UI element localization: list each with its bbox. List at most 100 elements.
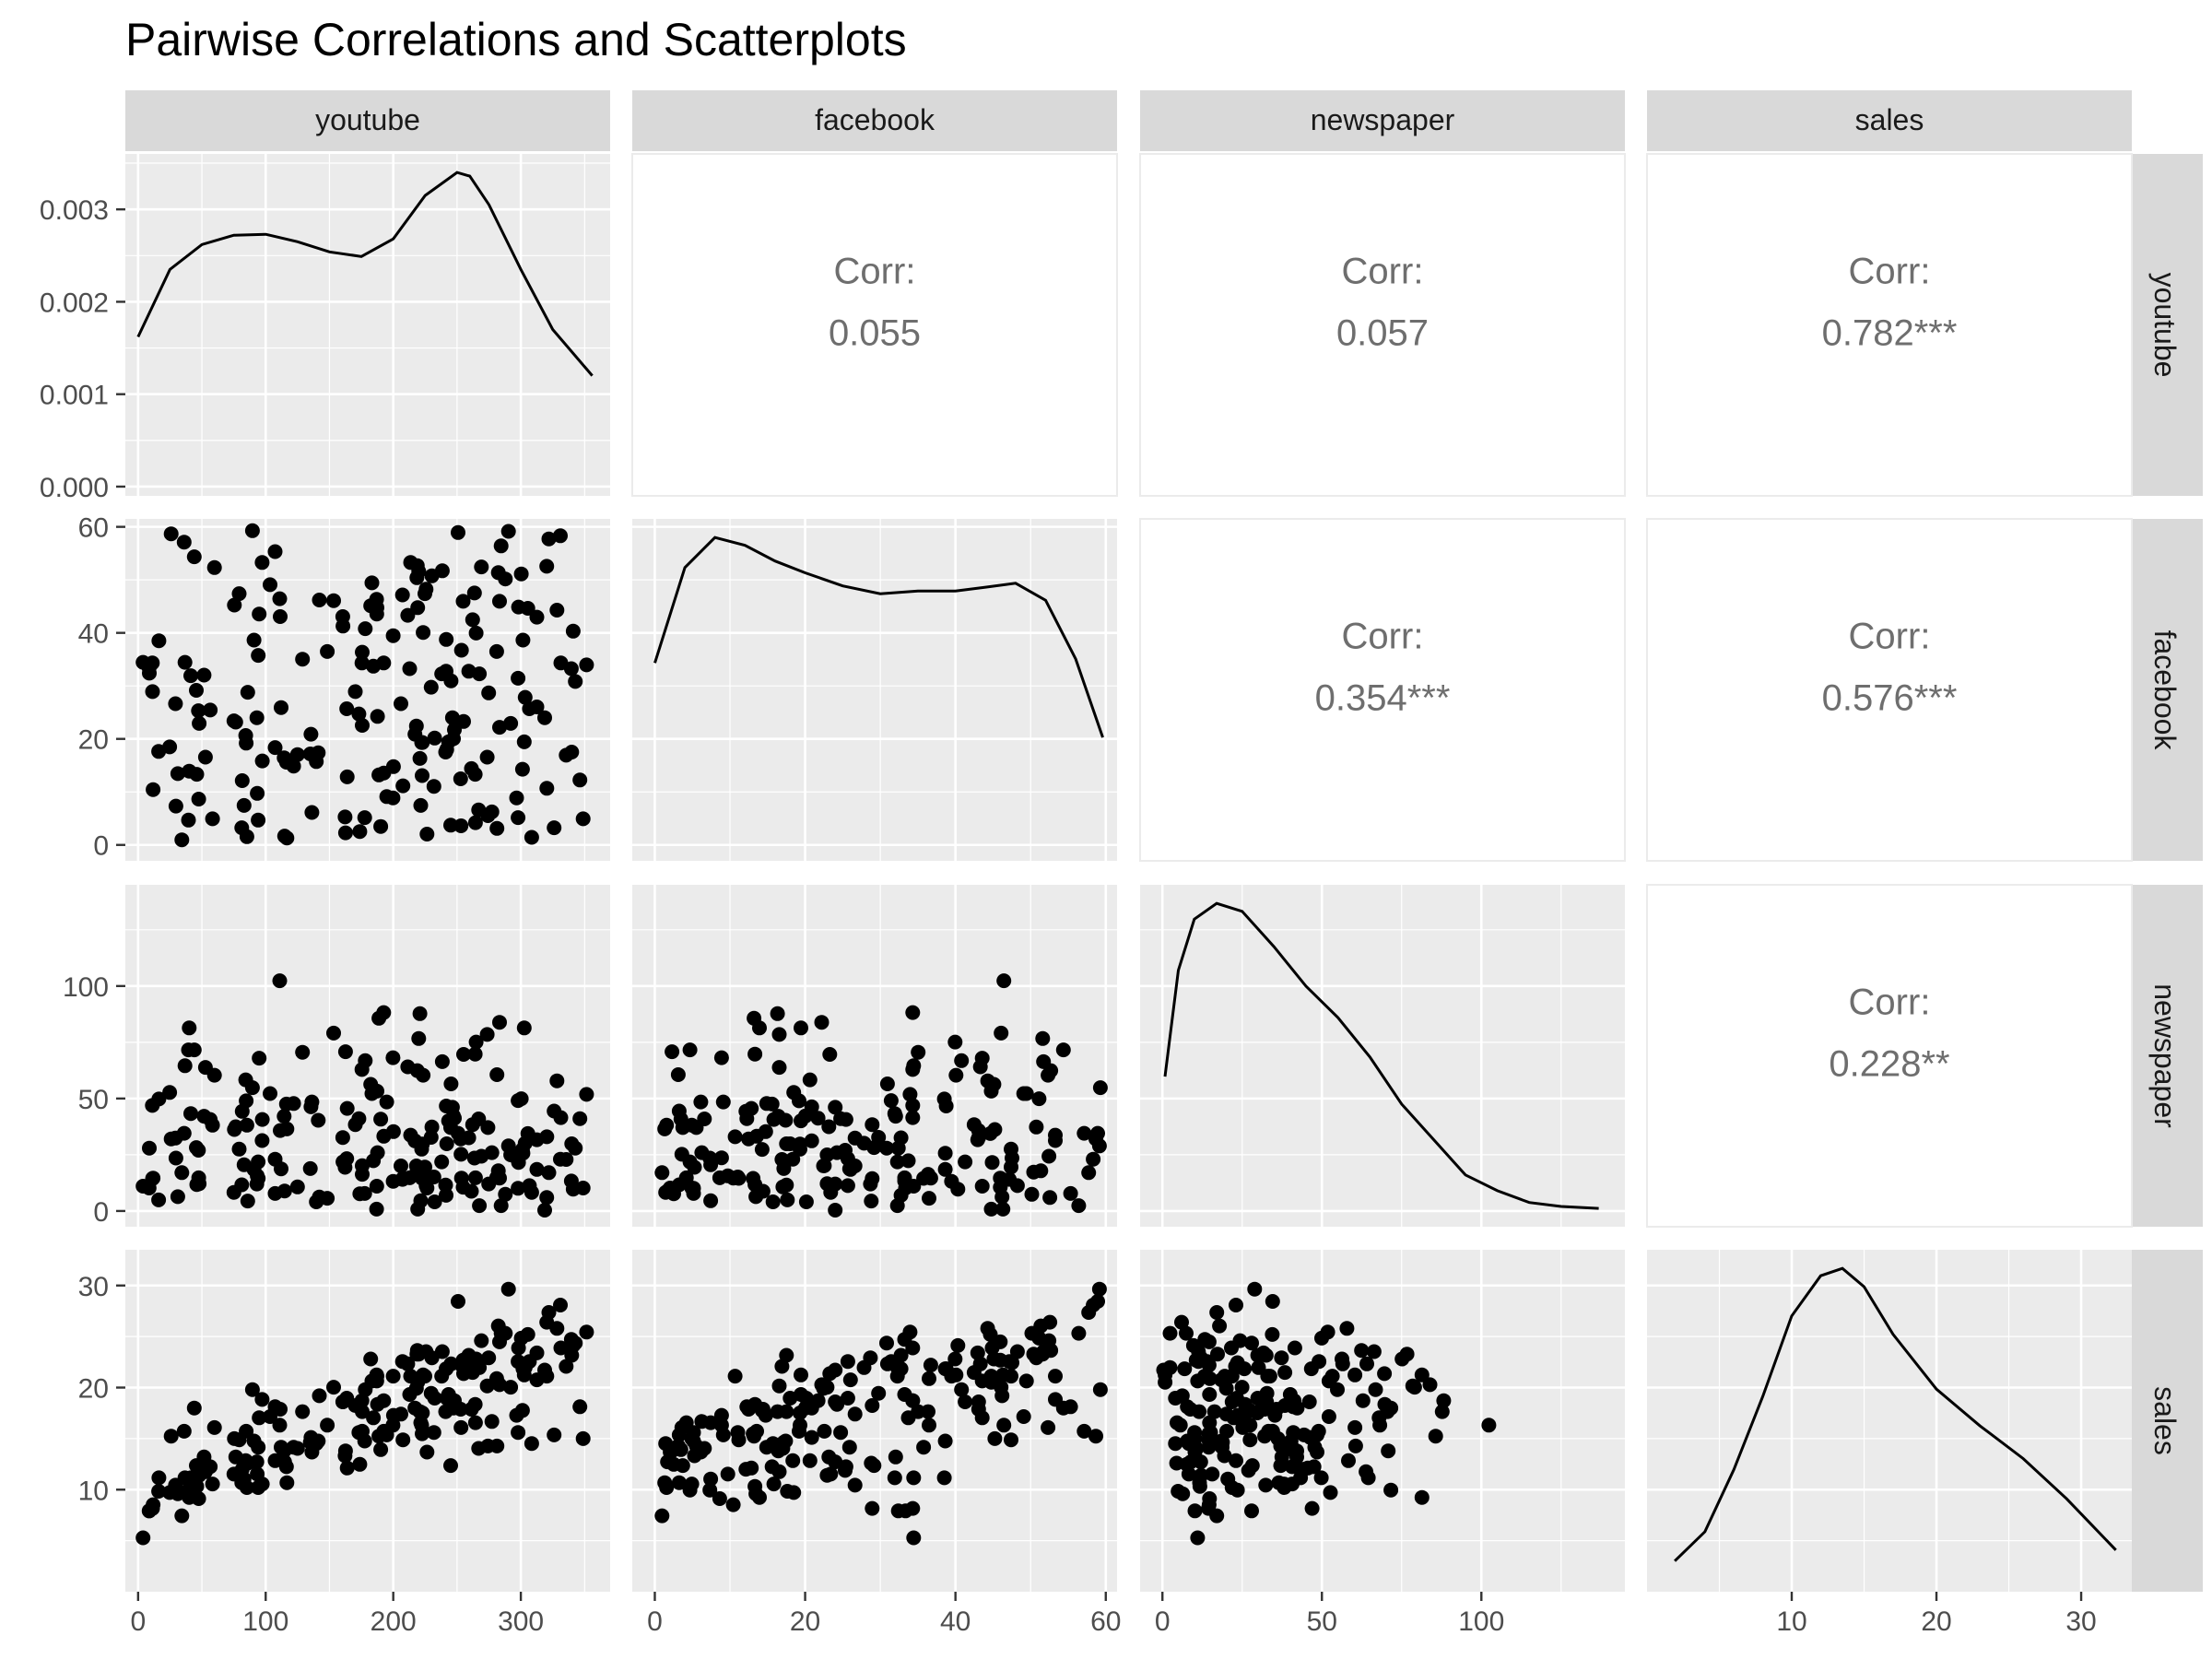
strip-top-youtube: [125, 90, 610, 151]
scatter-point: [1042, 1190, 1058, 1206]
scatter-point: [1244, 1458, 1260, 1474]
scatter-point: [246, 1433, 262, 1449]
scatter-point: [337, 825, 353, 841]
scatter-point: [1081, 1165, 1097, 1181]
scatter-point: [267, 1453, 283, 1468]
scatter-point: [715, 1094, 731, 1110]
scatter-point: [511, 1425, 526, 1441]
scatter-point: [511, 1340, 526, 1356]
scatter-point: [1335, 1356, 1350, 1371]
scatter-point: [1009, 1344, 1025, 1359]
strip-right-facebook: [2129, 519, 2203, 861]
scatter-point: [498, 1186, 513, 1202]
scatter-point: [1048, 1369, 1063, 1384]
scatter-point: [373, 1441, 389, 1457]
scatter-point: [821, 1119, 837, 1135]
scatter-point: [408, 1381, 424, 1396]
scatter-point: [1394, 1351, 1410, 1367]
scatter-point: [481, 685, 497, 700]
scatter-point: [1254, 1392, 1270, 1407]
scatter-point: [203, 1459, 218, 1475]
scatter-point: [286, 759, 301, 774]
scatter-point: [480, 808, 496, 823]
scatter-point: [1321, 1409, 1336, 1424]
scatter-point: [490, 1163, 506, 1179]
scatter-point: [254, 1112, 270, 1127]
scatter-point: [335, 1394, 350, 1409]
scatter-point: [231, 1432, 247, 1448]
scatter-point: [1002, 1171, 1018, 1187]
scatter-point: [385, 759, 401, 774]
scatter-point: [240, 685, 255, 700]
scatter-point: [423, 1385, 439, 1401]
scatter-point: [819, 1467, 835, 1483]
scatter-point: [411, 1030, 427, 1046]
scatter-point: [385, 1369, 401, 1384]
scatter-point: [982, 1326, 998, 1342]
scatter-point: [394, 1354, 410, 1370]
scatter-point: [1372, 1418, 1388, 1433]
scatter-point: [1181, 1466, 1196, 1482]
scatter-point: [145, 1098, 160, 1113]
scatter-point: [674, 1419, 689, 1435]
scatter-point: [514, 761, 530, 777]
scatter-point: [958, 1154, 973, 1170]
scatter-point: [659, 1480, 675, 1495]
scatter-point: [400, 607, 416, 623]
scatter-point: [810, 1111, 826, 1126]
scatter-point: [1088, 1131, 1103, 1147]
scatter-point: [793, 1418, 807, 1433]
scatter-point: [1162, 1325, 1178, 1341]
scatter-point: [355, 1423, 370, 1439]
scatter-point: [1002, 1354, 1018, 1370]
scatter-point: [936, 1470, 952, 1486]
scatter-point: [1265, 1294, 1280, 1309]
scatter-point: [135, 1179, 151, 1194]
scatter-point: [174, 1165, 190, 1181]
scatter-point: [1301, 1394, 1317, 1409]
scatter-point: [694, 1414, 710, 1430]
scatter-point: [856, 1359, 872, 1375]
scatter-point: [309, 1436, 324, 1452]
scatter-point: [443, 1458, 458, 1474]
scatter-point: [339, 701, 355, 716]
scatter-point: [549, 1073, 565, 1088]
y-tick-label: 20: [78, 725, 109, 756]
scatter-point: [1177, 1361, 1193, 1377]
scatter-point: [553, 1298, 568, 1312]
scatter-point: [822, 1366, 838, 1382]
scatter-point: [765, 1194, 781, 1209]
scatter-point: [395, 778, 411, 794]
scatter-point: [151, 633, 167, 649]
scatter-point: [509, 790, 524, 806]
scatter-point: [529, 700, 545, 714]
scatter-point: [727, 1129, 743, 1145]
scatter-point: [303, 726, 319, 742]
scatter-point: [186, 549, 202, 565]
scatter-point: [539, 559, 555, 574]
scatter-point: [434, 1154, 450, 1170]
scatter-point: [1199, 1354, 1215, 1370]
scatter-point: [864, 1194, 879, 1209]
scatter-point: [1172, 1418, 1188, 1433]
scatter-point: [267, 544, 283, 559]
scatter-point: [174, 832, 190, 848]
scatter-point: [276, 750, 292, 766]
panel-background: [632, 519, 1117, 861]
scatter-point: [1313, 1470, 1329, 1486]
y-tick-label: 20: [78, 1374, 109, 1405]
scatter-point: [794, 1113, 808, 1129]
scatter-point: [274, 1161, 288, 1177]
scatter-point: [352, 1456, 368, 1472]
scatter-point: [364, 575, 380, 591]
scatter-point: [786, 1485, 802, 1500]
scatter-point: [828, 1203, 843, 1218]
scatter-point: [765, 1436, 781, 1452]
scatter-point: [517, 689, 533, 705]
scatter-point: [347, 1117, 363, 1133]
y-tick-label: 0.003: [40, 195, 109, 226]
scatter-point: [472, 1359, 488, 1375]
scatter-point: [453, 1131, 468, 1147]
scatter-point: [682, 1042, 698, 1058]
scatter-point: [441, 1113, 456, 1129]
